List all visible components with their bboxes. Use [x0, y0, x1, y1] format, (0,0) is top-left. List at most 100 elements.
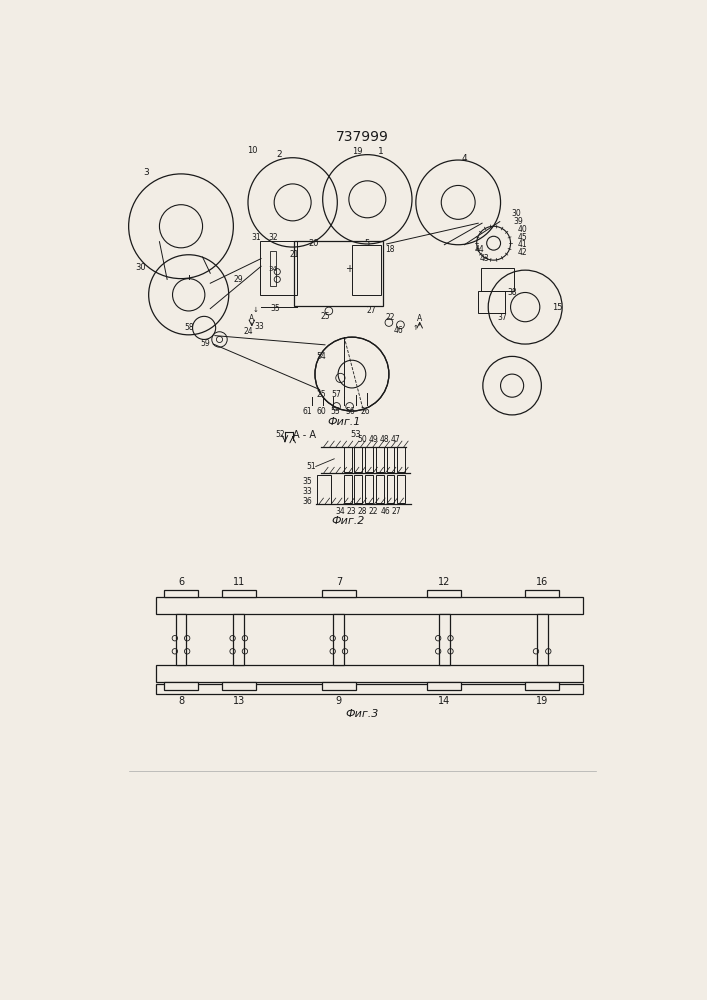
Text: 12: 12	[438, 577, 450, 587]
Text: 57: 57	[332, 390, 341, 399]
Text: 27: 27	[366, 306, 376, 315]
Text: 46: 46	[393, 326, 403, 335]
Text: 30: 30	[512, 209, 522, 218]
Text: Фиг.1: Фиг.1	[327, 417, 361, 427]
Bar	[365, 447, 373, 472]
Text: 34: 34	[336, 507, 345, 516]
Text: 22: 22	[386, 313, 395, 322]
Bar	[322, 682, 356, 690]
Bar	[481, 268, 514, 291]
Text: 3: 3	[144, 168, 149, 177]
Text: 35: 35	[303, 477, 312, 486]
Text: 33: 33	[303, 487, 312, 496]
Bar	[322, 590, 356, 597]
Bar	[354, 475, 362, 503]
Bar	[376, 447, 383, 472]
Bar	[525, 682, 559, 690]
Text: ↑: ↑	[413, 325, 419, 331]
Text: 7: 7	[336, 577, 342, 587]
Bar	[222, 590, 256, 597]
Text: 11: 11	[233, 577, 245, 587]
Text: 31: 31	[252, 233, 262, 242]
Text: 22: 22	[369, 507, 378, 516]
Text: 30: 30	[136, 263, 146, 272]
Text: 13: 13	[233, 696, 245, 706]
Text: 59: 59	[201, 339, 211, 348]
Text: 8: 8	[178, 696, 184, 706]
Bar	[439, 614, 450, 665]
Bar	[525, 590, 559, 597]
Text: 58: 58	[184, 323, 194, 332]
Text: 40: 40	[518, 225, 527, 234]
Text: 1: 1	[378, 147, 384, 156]
Bar	[537, 614, 547, 665]
Bar	[428, 682, 461, 690]
Bar	[344, 447, 352, 472]
Text: ↓: ↓	[253, 307, 259, 313]
Bar	[222, 682, 256, 690]
Bar	[164, 590, 198, 597]
Text: 49: 49	[368, 435, 378, 444]
Bar	[344, 475, 352, 503]
Text: 4: 4	[462, 154, 467, 163]
Text: 27: 27	[392, 507, 402, 516]
Bar	[156, 665, 583, 682]
Bar	[164, 682, 198, 690]
Text: Фиг.3: Фиг.3	[345, 709, 379, 719]
Bar	[317, 475, 331, 504]
Bar	[397, 475, 405, 503]
Text: 41: 41	[518, 240, 527, 249]
Text: 32: 32	[269, 233, 279, 242]
Text: 42: 42	[518, 248, 527, 257]
Text: Фиг.2: Фиг.2	[332, 516, 365, 526]
Text: +: +	[345, 264, 353, 274]
Text: 36: 36	[303, 497, 312, 506]
Text: 61: 61	[303, 407, 312, 416]
Text: 28: 28	[357, 507, 367, 516]
Text: 23: 23	[346, 507, 356, 516]
Text: 18: 18	[386, 245, 395, 254]
Text: 33: 33	[255, 322, 264, 331]
Text: 50: 50	[357, 435, 367, 444]
Text: 37: 37	[497, 313, 507, 322]
Text: А: А	[250, 314, 255, 323]
Bar	[175, 614, 187, 665]
Bar	[334, 614, 344, 665]
Text: 60: 60	[316, 407, 326, 416]
Bar	[259, 241, 296, 295]
Bar	[294, 241, 382, 306]
Bar	[478, 291, 506, 312]
Text: 34: 34	[268, 266, 277, 272]
Text: 16: 16	[536, 577, 548, 587]
Text: 6: 6	[178, 577, 184, 587]
Text: 2: 2	[276, 150, 281, 159]
Text: 19: 19	[352, 147, 363, 156]
Bar	[376, 475, 383, 503]
Text: 55: 55	[330, 407, 340, 416]
Text: 35: 35	[270, 304, 280, 313]
Text: 53: 53	[351, 430, 361, 439]
Bar	[156, 597, 583, 614]
Text: 52: 52	[276, 430, 285, 439]
Text: 19: 19	[536, 696, 548, 706]
Text: 21: 21	[289, 250, 299, 259]
Text: 26: 26	[361, 407, 370, 416]
Text: 51: 51	[306, 462, 316, 471]
Bar	[397, 447, 405, 472]
Bar	[354, 447, 362, 472]
Text: 10: 10	[247, 146, 258, 155]
Text: 44: 44	[475, 245, 484, 254]
Text: 5: 5	[365, 239, 370, 248]
Text: 737999: 737999	[336, 130, 388, 144]
Text: 56: 56	[346, 407, 356, 416]
Text: 38: 38	[508, 288, 517, 297]
Text: А - А: А - А	[293, 430, 316, 440]
Text: 20: 20	[308, 239, 319, 248]
Text: 45: 45	[518, 233, 527, 242]
Bar	[352, 245, 381, 295]
Text: 25: 25	[320, 312, 329, 321]
Text: 48: 48	[380, 435, 389, 444]
Text: 54: 54	[316, 352, 326, 361]
Text: 29: 29	[234, 275, 244, 284]
Text: 25: 25	[316, 390, 326, 399]
